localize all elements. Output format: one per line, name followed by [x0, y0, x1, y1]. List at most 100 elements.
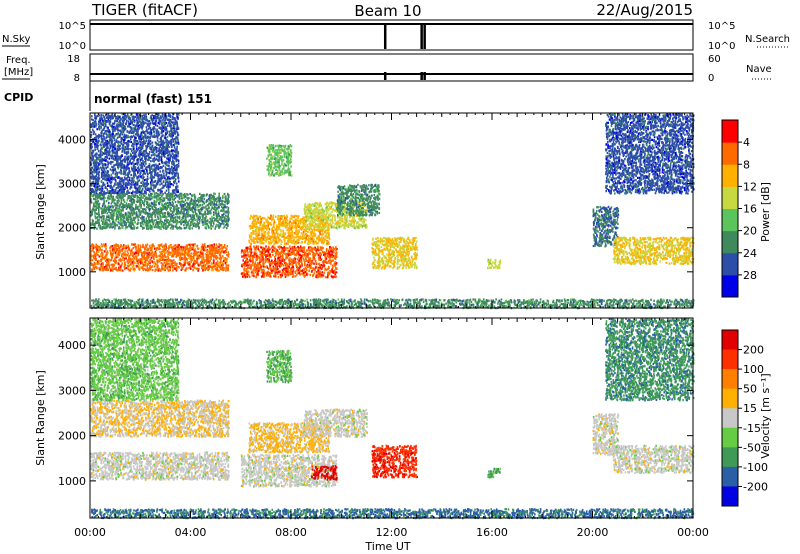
range-cell	[158, 222, 160, 224]
range-cell	[109, 139, 111, 141]
range-cell	[218, 215, 220, 217]
range-cell	[111, 257, 113, 259]
range-cell	[138, 196, 140, 198]
range-cell	[128, 225, 130, 227]
range-cell	[157, 134, 159, 136]
range-cell	[166, 205, 168, 207]
range-cell	[136, 114, 138, 116]
range-cell	[127, 267, 129, 269]
range-cell	[95, 176, 97, 178]
n-search-label: N.Search	[745, 34, 790, 45]
range-cell	[97, 245, 99, 247]
range-cell	[206, 259, 208, 261]
range-cell	[93, 267, 95, 269]
range-cell	[147, 255, 149, 257]
range-cell	[116, 210, 118, 212]
range-cell	[170, 218, 172, 220]
range-cell	[219, 200, 221, 202]
range-cell	[151, 179, 153, 181]
range-cell	[213, 262, 215, 264]
range-cell	[155, 219, 157, 221]
range-cell	[224, 200, 226, 202]
range-cell	[193, 200, 195, 202]
range-cell	[217, 197, 219, 199]
range-cell	[167, 250, 169, 252]
range-cell	[108, 215, 110, 217]
range-cell	[227, 206, 229, 208]
range-cell	[191, 223, 193, 225]
range-cell	[223, 220, 225, 222]
range-cell	[95, 196, 97, 198]
range-cell	[139, 185, 141, 187]
range-cell	[211, 263, 213, 265]
range-cell	[119, 136, 121, 138]
range-cell	[177, 173, 179, 175]
range-cell	[214, 246, 216, 248]
range-cell	[146, 140, 148, 142]
range-cell	[150, 205, 152, 207]
range-cell	[202, 221, 204, 223]
range-cell	[133, 195, 135, 197]
cpid-text: normal (fast) 151	[94, 92, 212, 106]
range-cell	[204, 243, 206, 245]
range-cell	[205, 259, 207, 261]
range-cell	[203, 256, 205, 258]
range-cell	[112, 270, 114, 272]
range-cell	[210, 212, 212, 214]
range-cell	[140, 141, 142, 143]
range-cell	[100, 144, 102, 146]
range-cell	[103, 167, 105, 169]
range-cell	[144, 268, 146, 270]
range-cell	[128, 221, 130, 223]
range-cell	[206, 208, 208, 210]
range-cell	[150, 181, 152, 183]
range-cell	[169, 153, 171, 155]
range-cell	[147, 198, 149, 200]
range-cell	[109, 217, 111, 219]
range-cell	[124, 268, 126, 270]
range-cell	[115, 256, 117, 258]
range-cell	[135, 133, 137, 135]
range-cell	[191, 208, 193, 210]
range-cell	[103, 243, 105, 245]
range-cell	[115, 180, 117, 182]
range-cell	[149, 215, 151, 217]
range-cell	[92, 141, 94, 143]
range-cell	[180, 246, 182, 248]
range-cell	[227, 254, 229, 256]
range-cell	[218, 204, 220, 206]
range-cell	[155, 123, 157, 125]
range-cell	[145, 197, 147, 199]
range-cell	[200, 213, 202, 215]
range-cell	[94, 205, 96, 207]
range-cell	[161, 221, 163, 223]
range-cell	[220, 223, 222, 225]
range-cell	[226, 264, 228, 266]
range-cell	[179, 249, 181, 251]
range-cell	[95, 125, 97, 127]
range-cell	[108, 219, 110, 221]
range-cell	[132, 266, 134, 268]
range-cell	[128, 247, 130, 249]
range-cell	[98, 203, 100, 205]
range-cell	[91, 131, 93, 133]
range-cell	[180, 264, 182, 266]
range-cell	[193, 217, 195, 219]
range-cell	[177, 212, 179, 214]
range-cell	[155, 114, 157, 116]
range-cell	[145, 179, 147, 181]
range-cell	[213, 253, 215, 255]
range-cell	[113, 123, 115, 125]
range-cell	[158, 246, 160, 248]
range-cell	[94, 209, 96, 211]
range-cell	[113, 252, 115, 254]
range-cell	[175, 253, 177, 255]
range-cell	[115, 252, 117, 254]
range-cell	[152, 182, 154, 184]
range-cell	[219, 222, 221, 224]
range-cell	[100, 245, 102, 247]
range-cell	[218, 213, 220, 215]
range-cell	[210, 223, 212, 225]
range-cell	[171, 220, 173, 222]
range-cell	[96, 252, 98, 254]
